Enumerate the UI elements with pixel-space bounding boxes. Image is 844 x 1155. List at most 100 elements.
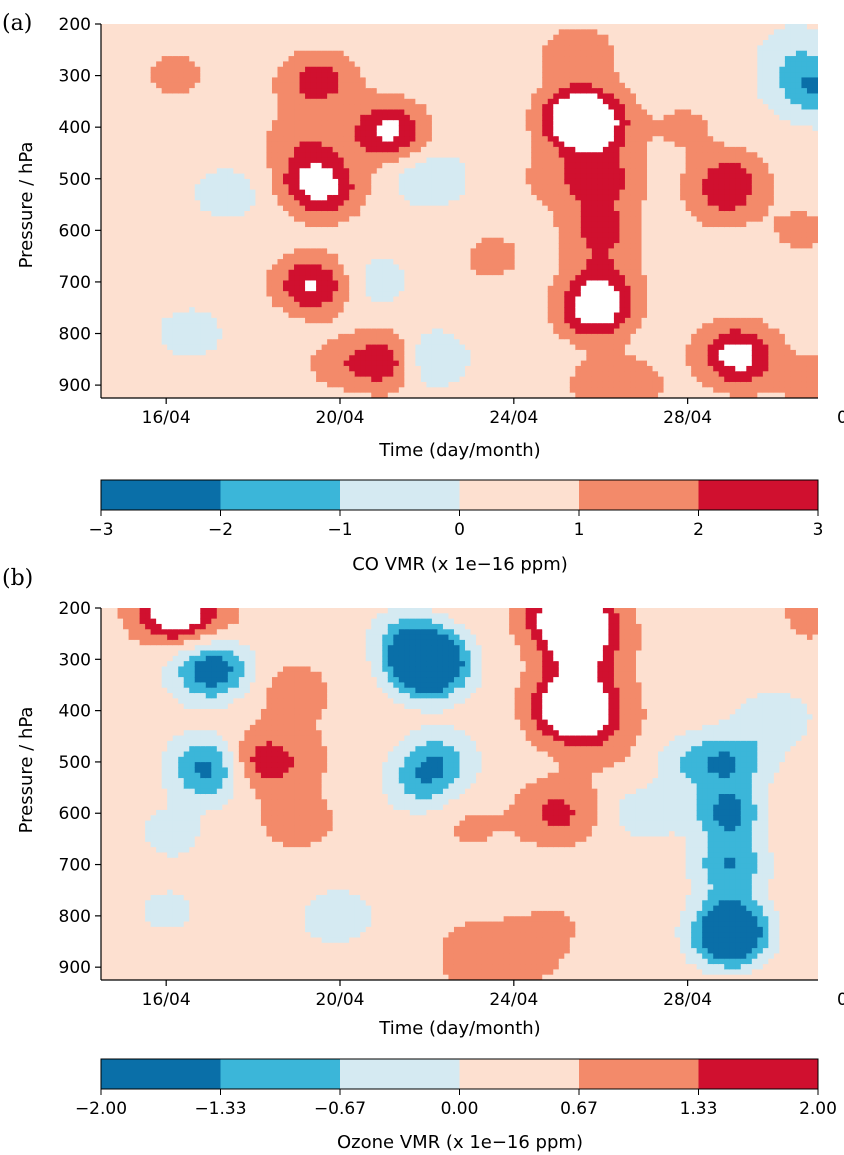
heatmap-cell [117, 253, 124, 260]
heatmap-cell [101, 387, 108, 394]
heatmap-cell [371, 45, 378, 52]
heatmap-cell [283, 72, 290, 79]
heatmap-cell [172, 104, 179, 111]
heatmap-cell [183, 77, 190, 84]
heatmap-cell [398, 136, 405, 143]
heatmap-cell [343, 194, 350, 201]
heatmap-cell [216, 88, 223, 95]
heatmap-cell [437, 365, 444, 372]
heatmap-cell [453, 291, 461, 298]
heatmap-cell [465, 173, 472, 180]
heatmap-cell [167, 200, 174, 207]
heatmap-cell [453, 109, 461, 116]
heatmap-cell [404, 211, 411, 217]
heatmap-cell [161, 269, 168, 276]
heatmap-cell [167, 259, 174, 266]
heatmap-cell [194, 104, 201, 111]
heatmap-cell [299, 371, 306, 378]
heatmap-cell [139, 301, 146, 308]
heatmap-cell [283, 221, 290, 228]
heatmap-cell [283, 45, 290, 52]
heatmap-cell [101, 211, 108, 217]
heatmap-cell [305, 82, 312, 89]
heatmap-cell [437, 349, 444, 356]
heatmap-cell [415, 45, 422, 52]
heatmap-cell [387, 136, 394, 143]
heatmap-cell [145, 168, 152, 175]
heatmap-cell [349, 301, 356, 308]
heatmap-cell [200, 237, 207, 244]
heatmap-cell [321, 253, 328, 260]
heatmap-cell [211, 189, 218, 196]
heatmap-cell [172, 323, 179, 330]
heatmap-cell [200, 66, 207, 73]
heatmap-cell [420, 189, 428, 196]
heatmap-cell [266, 237, 273, 244]
heatmap-cell [343, 98, 350, 105]
heatmap-cell [393, 376, 400, 383]
heatmap-cell [294, 162, 301, 169]
heatmap-cell [354, 355, 361, 362]
heatmap-cell [260, 184, 268, 191]
heatmap-cell [426, 221, 433, 228]
heatmap-cell [299, 232, 306, 239]
heatmap-cell [426, 253, 433, 260]
heatmap-cell [465, 114, 472, 121]
heatmap-cell [227, 349, 234, 356]
heatmap-cell [376, 333, 383, 340]
heatmap-cell [178, 162, 185, 169]
heatmap-cell [327, 221, 334, 228]
heatmap-cell [244, 82, 251, 89]
heatmap-cell [294, 371, 301, 378]
heatmap-cell [255, 269, 262, 276]
heatmap-cell [200, 291, 207, 298]
heatmap-cell [172, 216, 179, 223]
heatmap-cell [321, 34, 328, 41]
heatmap-cell [437, 211, 444, 217]
heatmap-cell [106, 365, 113, 372]
heatmap-cell [448, 296, 455, 303]
heatmap-cell [283, 130, 290, 137]
heatmap-cell [393, 275, 400, 282]
heatmap-cell [343, 152, 350, 159]
heatmap-cell [448, 109, 455, 116]
heatmap-cell [305, 40, 312, 46]
heatmap-cell [360, 296, 367, 303]
heatmap-cell [448, 189, 455, 196]
heatmap-cell [409, 29, 416, 36]
heatmap-cell [382, 29, 389, 36]
heatmap-cell [409, 221, 416, 228]
heatmap-cell [205, 301, 212, 308]
heatmap-cell [459, 216, 466, 223]
heatmap-cell [117, 360, 124, 367]
heatmap-cell [216, 146, 223, 153]
heatmap-cell [453, 50, 461, 57]
heatmap-cell [205, 275, 212, 282]
heatmap-cell [487, 205, 494, 212]
heatmap-cell [415, 34, 422, 41]
heatmap-cell [134, 45, 141, 52]
heatmap-cell [227, 114, 234, 121]
heatmap-cell [255, 157, 262, 164]
heatmap-cell [117, 349, 124, 356]
heatmap-cell [238, 323, 245, 330]
heatmap-cell [211, 259, 218, 266]
heatmap-cell [415, 162, 422, 169]
heatmap-cell [106, 333, 113, 340]
heatmap-cell [294, 189, 301, 196]
heatmap-cell [101, 264, 108, 271]
heatmap-cell [194, 40, 201, 46]
heatmap-cell [338, 243, 345, 249]
heatmap-cell [470, 136, 477, 143]
heatmap-cell [183, 355, 190, 362]
heatmap-cell [376, 211, 383, 217]
heatmap-cell [200, 264, 207, 271]
heatmap-cell [305, 205, 312, 212]
heatmap-cell [260, 189, 268, 196]
heatmap-cell [332, 291, 339, 298]
heatmap-cell [244, 344, 251, 351]
heatmap-cell [172, 248, 179, 255]
heatmap-cell [266, 56, 273, 62]
heatmap-cell [167, 98, 174, 105]
heatmap-cell [343, 269, 350, 276]
